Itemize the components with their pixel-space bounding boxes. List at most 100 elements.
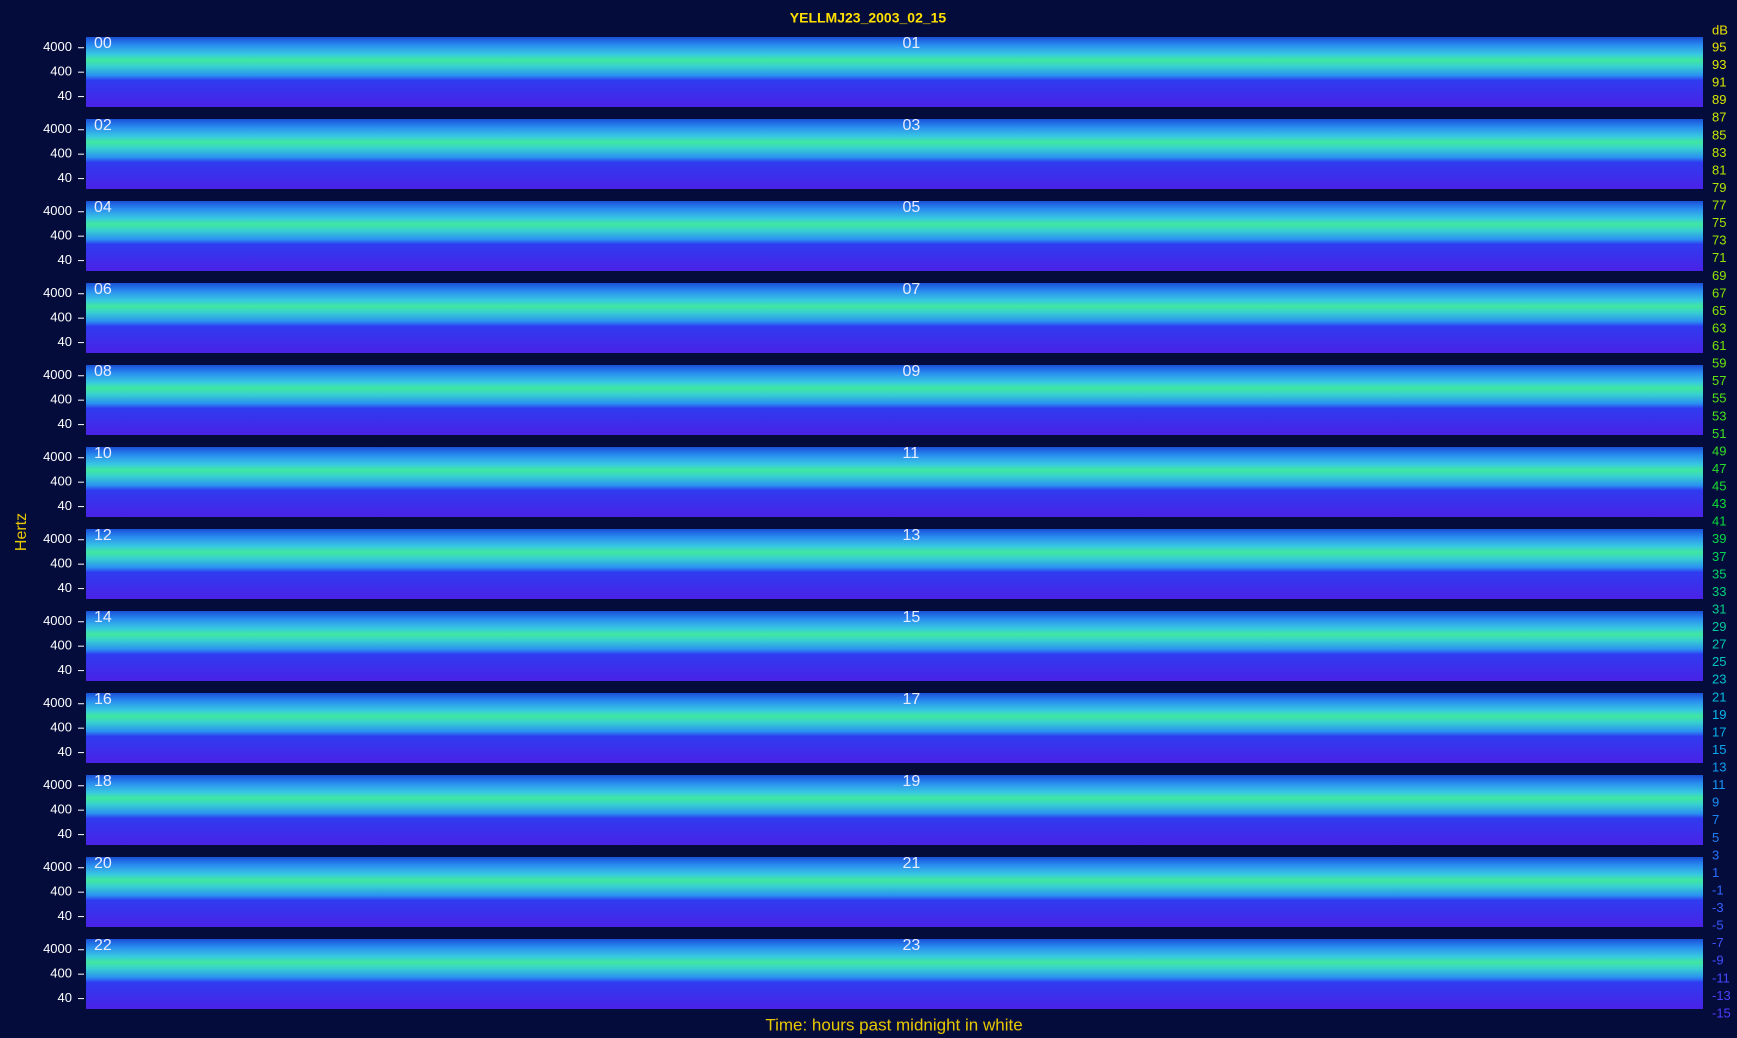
colorbar-tick-label: 53 (1712, 408, 1726, 423)
y-tick-label: 4000 (43, 613, 72, 628)
colorbar-tick-label: 45 (1712, 479, 1726, 494)
colorbar-tick-label: -11 (1712, 970, 1730, 985)
colorbar-tick-label: 73 (1712, 233, 1726, 248)
y-tick-label: 400 (50, 638, 72, 653)
colorbar-tick-label: 9 (1712, 795, 1719, 810)
y-tick-label: 400 (50, 146, 72, 161)
colorbar-tick-label: -9 (1712, 953, 1724, 968)
colorbar-tick-label: 19 (1712, 707, 1726, 722)
hour-label: 17 (903, 691, 921, 708)
spectrogram-row (86, 365, 1703, 435)
colorbar-tick-label: 1 (1712, 865, 1719, 880)
colorbar-tick-label: 37 (1712, 549, 1726, 564)
colorbar-tick-label: 39 (1712, 531, 1726, 546)
y-tick-label: 40 (58, 170, 72, 185)
colorbar-tick-label: -13 (1712, 988, 1731, 1003)
colorbar-tick-label: 79 (1712, 180, 1726, 195)
y-tick-label: 4000 (43, 285, 72, 300)
colorbar-tick-label: 7 (1712, 812, 1719, 827)
colorbar-tick-label: 51 (1712, 426, 1726, 441)
colorbar-tick-label: 65 (1712, 303, 1726, 318)
hour-label: 14 (94, 609, 112, 626)
colorbar-tick-label: 85 (1712, 127, 1726, 142)
hour-label: 23 (903, 937, 921, 954)
hour-label: 20 (94, 855, 112, 872)
colorbar-tick-label: 81 (1712, 162, 1726, 177)
y-tick-label: 4000 (43, 859, 72, 874)
colorbar-tick-label: 41 (1712, 514, 1726, 529)
y-tick-label: 40 (58, 498, 72, 513)
hour-label: 18 (94, 773, 112, 790)
hour-label: 07 (903, 281, 921, 298)
y-tick-label: 40 (58, 744, 72, 759)
y-tick-label: 4000 (43, 203, 72, 218)
colorbar-tick-label: 89 (1712, 92, 1726, 107)
y-tick-label: 400 (50, 64, 72, 79)
colorbar-tick-label: 27 (1712, 637, 1726, 652)
chart-title: YELLMJ23_2003_02_15 (790, 10, 947, 26)
spectrogram-row (86, 857, 1703, 927)
spectrogram-row (86, 201, 1703, 271)
colorbar-tick-label: 67 (1712, 285, 1726, 300)
colorbar-tick-label: 49 (1712, 443, 1726, 458)
colorbar-tick-label: -7 (1712, 935, 1724, 950)
colorbar-tick-label: 47 (1712, 461, 1726, 476)
y-tick-label: 400 (50, 310, 72, 325)
y-tick-label: 40 (58, 334, 72, 349)
hour-label: 16 (94, 691, 112, 708)
hour-label: 03 (903, 117, 921, 134)
y-tick-label: 40 (58, 580, 72, 595)
y-tick-label: 40 (58, 416, 72, 431)
y-tick-label: 400 (50, 392, 72, 407)
y-tick-label: 4000 (43, 449, 72, 464)
hour-label: 04 (94, 199, 112, 216)
y-tick-label: 40 (58, 252, 72, 267)
hour-label: 10 (94, 445, 112, 462)
spectrogram-row (86, 529, 1703, 599)
y-tick-label: 4000 (43, 367, 72, 382)
hour-label: 01 (903, 35, 921, 52)
y-tick-label: 40 (58, 662, 72, 677)
colorbar-tick-label: 61 (1712, 338, 1726, 353)
colorbar-label: dB (1712, 22, 1728, 37)
colorbar-tick-label: 63 (1712, 320, 1726, 335)
colorbar-tick-label: 77 (1712, 198, 1726, 213)
hour-label: 21 (903, 855, 921, 872)
spectrogram-row (86, 447, 1703, 517)
y-axis-label: Hertz (13, 513, 30, 551)
hour-label: 06 (94, 281, 112, 298)
y-tick-label: 400 (50, 802, 72, 817)
y-tick-label: 40 (58, 826, 72, 841)
colorbar-tick-label: 57 (1712, 373, 1726, 388)
hour-label: 11 (903, 445, 920, 462)
spectrogram-row (86, 119, 1703, 189)
y-tick-label: 40 (58, 908, 72, 923)
colorbar-tick-label: 75 (1712, 215, 1726, 230)
colorbar-tick-label: 11 (1712, 777, 1726, 792)
y-tick-label: 4000 (43, 39, 72, 54)
colorbar-tick-label: 25 (1712, 654, 1726, 669)
colorbar-tick-label: 21 (1712, 689, 1726, 704)
y-tick-label: 400 (50, 884, 72, 899)
colorbar-tick-label: 59 (1712, 356, 1726, 371)
y-tick-label: 4000 (43, 941, 72, 956)
spectrogram-row (86, 693, 1703, 763)
colorbar-tick-label: 35 (1712, 566, 1726, 581)
colorbar-tick-label: -5 (1712, 918, 1724, 933)
spectrogram-row (86, 283, 1703, 353)
colorbar-tick-label: 43 (1712, 496, 1726, 511)
hour-label: 13 (903, 527, 921, 544)
y-tick-label: 400 (50, 474, 72, 489)
colorbar-tick-label: 5 (1712, 830, 1719, 845)
y-tick-label: 400 (50, 228, 72, 243)
hour-label: 22 (94, 937, 112, 954)
y-tick-label: 400 (50, 966, 72, 981)
x-axis-label: Time: hours past midnight in white (765, 1015, 1022, 1034)
y-tick-label: 4000 (43, 531, 72, 546)
colorbar-tick-label: 55 (1712, 391, 1726, 406)
spectrogram-row (86, 939, 1703, 1009)
colorbar-tick-label: 13 (1712, 760, 1726, 775)
colorbar-tick-label: 29 (1712, 619, 1726, 634)
spectrogram-row (86, 775, 1703, 845)
